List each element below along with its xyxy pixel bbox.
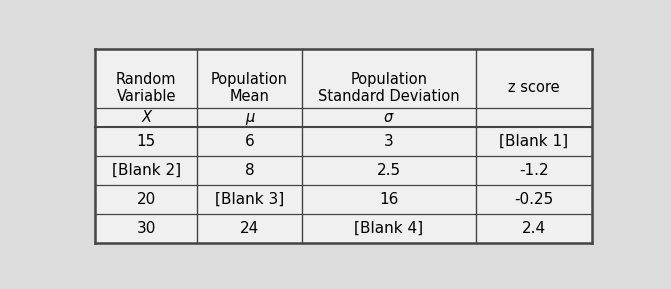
Text: Random
Variable: Random Variable [116,72,176,104]
Text: [Blank 4]: [Blank 4] [354,221,423,236]
Bar [95,185,197,214]
Bar [95,49,197,108]
Bar [476,214,592,243]
Bar [302,49,476,108]
Bar [476,127,592,155]
Bar [95,214,197,243]
Bar [302,108,476,127]
Text: 3: 3 [384,134,393,149]
Text: 6: 6 [244,134,254,149]
Text: -1.2: -1.2 [519,163,549,178]
Bar [95,108,197,127]
Text: Population
Standard Deviation: Population Standard Deviation [318,72,460,104]
Text: μ: μ [245,110,254,125]
Text: Population
Mean: Population Mean [211,72,288,104]
Text: [Blank 1]: [Blank 1] [499,134,568,149]
Bar [302,155,476,185]
Text: 15: 15 [137,134,156,149]
Text: 20: 20 [137,192,156,207]
Bar [197,214,302,243]
Text: 30: 30 [137,221,156,236]
Text: 16: 16 [379,192,399,207]
Bar [302,214,476,243]
Bar [197,108,302,127]
Text: [Blank 2]: [Blank 2] [111,163,181,178]
Bar [476,49,592,108]
Bar [197,49,302,108]
Bar [476,108,592,127]
Bar [302,127,476,155]
Text: [Blank 3]: [Blank 3] [215,192,284,207]
Text: 24: 24 [240,221,259,236]
Bar [476,185,592,214]
Bar [95,127,197,155]
Bar [197,155,302,185]
Bar [197,185,302,214]
Bar [197,127,302,155]
Text: σ: σ [384,110,393,125]
Text: -0.25: -0.25 [515,192,554,207]
Bar [302,185,476,214]
Text: z score: z score [508,80,560,95]
Text: 2.5: 2.5 [376,163,401,178]
Bar [95,155,197,185]
Text: 8: 8 [245,163,254,178]
Text: X: X [142,110,151,125]
Text: 2.4: 2.4 [522,221,546,236]
Bar [476,155,592,185]
